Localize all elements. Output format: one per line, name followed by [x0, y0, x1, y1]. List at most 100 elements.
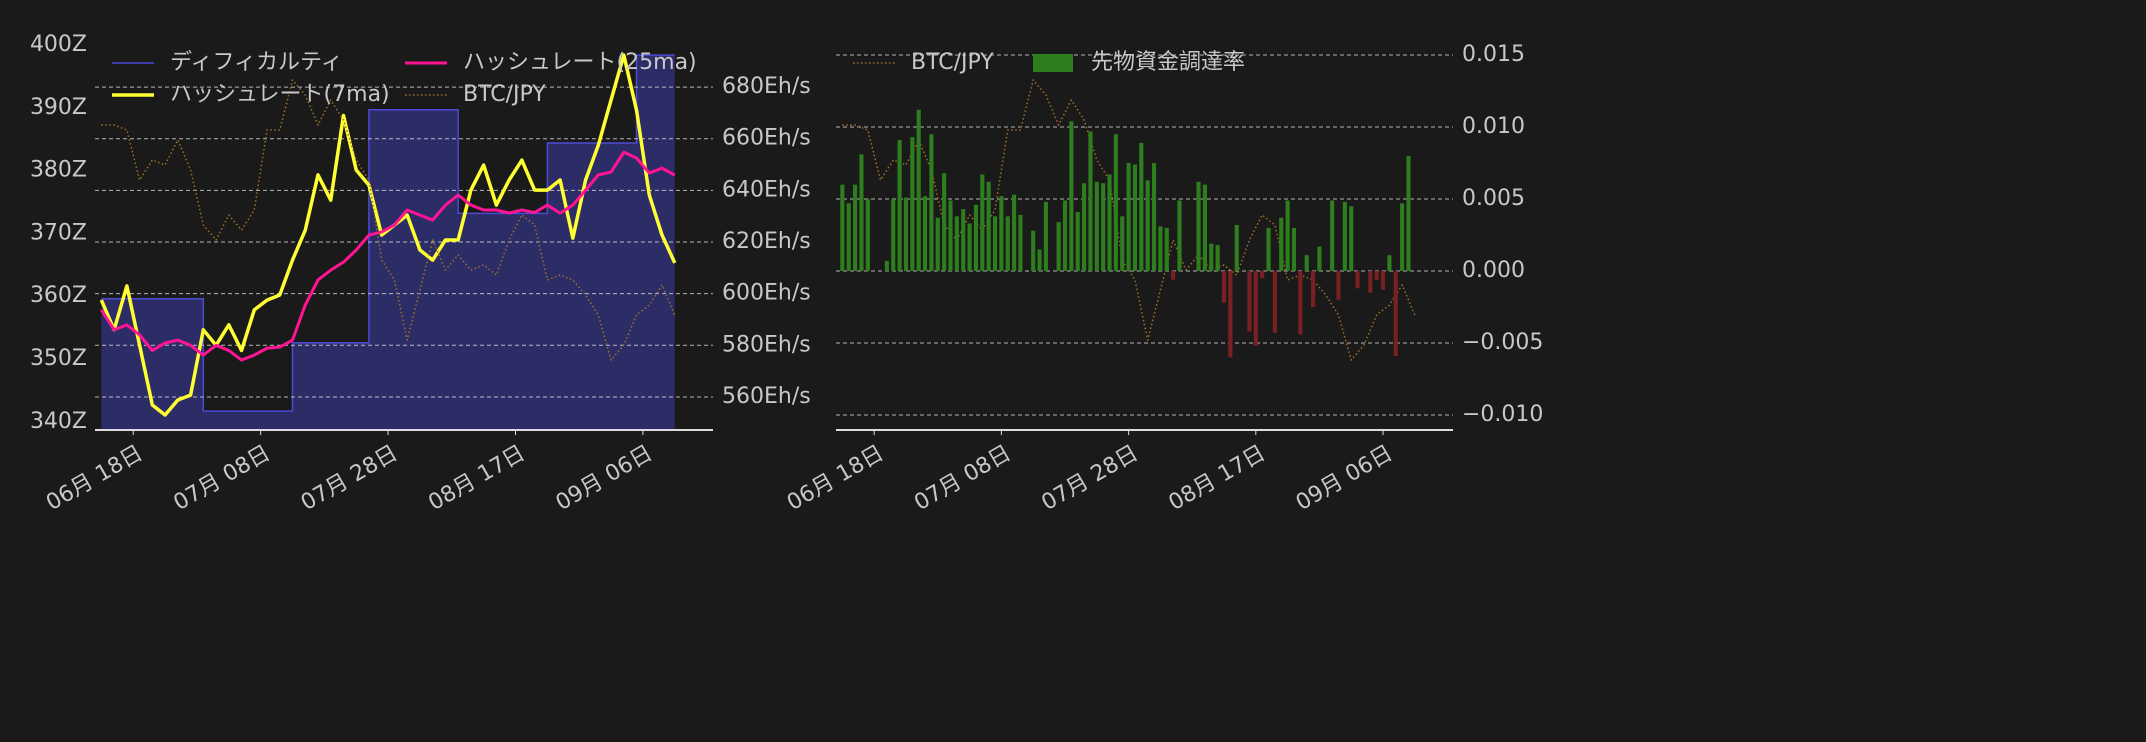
y-tick-label: 360Z [30, 283, 87, 308]
y-tick-label: 380Z [30, 158, 87, 183]
bar [1406, 155, 1411, 272]
y2-tick-label: 660Eh/s [722, 126, 811, 151]
bar [1221, 271, 1227, 303]
bar [910, 137, 915, 272]
bar [1234, 224, 1239, 272]
bar [1387, 255, 1392, 272]
bar [1101, 183, 1106, 272]
bar [1304, 255, 1309, 272]
bar [859, 154, 864, 272]
bar [1107, 174, 1112, 272]
y-tick-label: 400Z [30, 32, 87, 57]
bar [1355, 271, 1360, 289]
y2-tick-label: 600Eh/s [722, 281, 811, 306]
bar [1272, 271, 1277, 333]
bar [1202, 184, 1207, 272]
y2-tick-label: 640Eh/s [722, 177, 811, 202]
bar [1171, 271, 1176, 280]
bar [1291, 227, 1297, 272]
bar [916, 109, 921, 272]
bar [1075, 212, 1080, 272]
y2-tick-label: 620Eh/s [722, 229, 811, 254]
bar [865, 199, 870, 272]
bar [1043, 201, 1048, 272]
bar [1069, 121, 1074, 272]
y-tick-label: 0.015 [1462, 42, 1525, 67]
bar [1336, 271, 1341, 300]
bar [1247, 271, 1252, 332]
bar [992, 216, 998, 272]
bar [1012, 194, 1017, 272]
bar [935, 217, 940, 272]
bar [1215, 245, 1220, 272]
bar [1374, 271, 1379, 280]
bar [1005, 216, 1010, 272]
bar [897, 140, 902, 272]
y-tick-label: 0.000 [1462, 258, 1525, 283]
bar [967, 223, 972, 272]
y-tick-label: 340Z [30, 409, 87, 434]
bar [1113, 134, 1118, 272]
y-tick-label: 390Z [30, 95, 87, 120]
bar [1260, 271, 1265, 279]
bar [1266, 227, 1271, 272]
bar [1151, 163, 1157, 272]
y-tick-label: 0.010 [1462, 114, 1525, 139]
bar [884, 260, 889, 272]
y-tick-label: −0.005 [1462, 330, 1543, 355]
bar [1158, 226, 1163, 272]
bar [1342, 201, 1347, 272]
bar [1279, 217, 1284, 272]
bar [1164, 227, 1169, 272]
bar [1349, 206, 1354, 272]
bar [929, 134, 934, 272]
bar [1380, 271, 1386, 290]
bar [1310, 271, 1316, 308]
bar [853, 184, 858, 272]
legend-label: ハッシュレート(25ma) [463, 50, 697, 75]
legend-swatch [1033, 54, 1073, 72]
bar [942, 173, 947, 272]
series-line [100, 150, 676, 362]
bar [1196, 181, 1201, 272]
bar [1082, 183, 1087, 272]
bar [980, 174, 985, 272]
bar [973, 204, 979, 272]
bar [1088, 131, 1093, 272]
bar [1120, 216, 1125, 272]
legend-label: 先物資金調達率 [1091, 50, 1245, 75]
y2-tick-label: 580Eh/s [722, 332, 811, 357]
bar [948, 200, 953, 272]
y-tick-label: −0.010 [1462, 402, 1543, 427]
area-fill [101, 55, 675, 431]
bar [840, 184, 845, 272]
bar [1132, 164, 1138, 272]
bar [999, 196, 1004, 272]
bar [1126, 163, 1131, 272]
bar [891, 199, 896, 272]
bar [1094, 181, 1099, 272]
bar [1317, 246, 1322, 272]
bar [1139, 142, 1144, 272]
bar [1031, 230, 1036, 272]
bar [1368, 271, 1373, 293]
bar [1177, 200, 1182, 272]
y-tick-label: 370Z [30, 220, 87, 245]
bar [954, 216, 959, 272]
bar [1393, 271, 1398, 356]
bar [1056, 222, 1061, 272]
series-line [842, 79, 1416, 361]
legend-label: BTC/JPY [463, 82, 546, 107]
bar [1298, 271, 1303, 335]
bar [961, 209, 966, 272]
bar [1228, 271, 1233, 358]
bar [986, 181, 991, 272]
bar [1400, 203, 1405, 272]
bar [922, 196, 928, 272]
bar [846, 203, 851, 272]
bar [1330, 200, 1335, 272]
bar [1253, 271, 1258, 346]
bar [903, 197, 909, 272]
y2-tick-label: 560Eh/s [722, 384, 811, 409]
